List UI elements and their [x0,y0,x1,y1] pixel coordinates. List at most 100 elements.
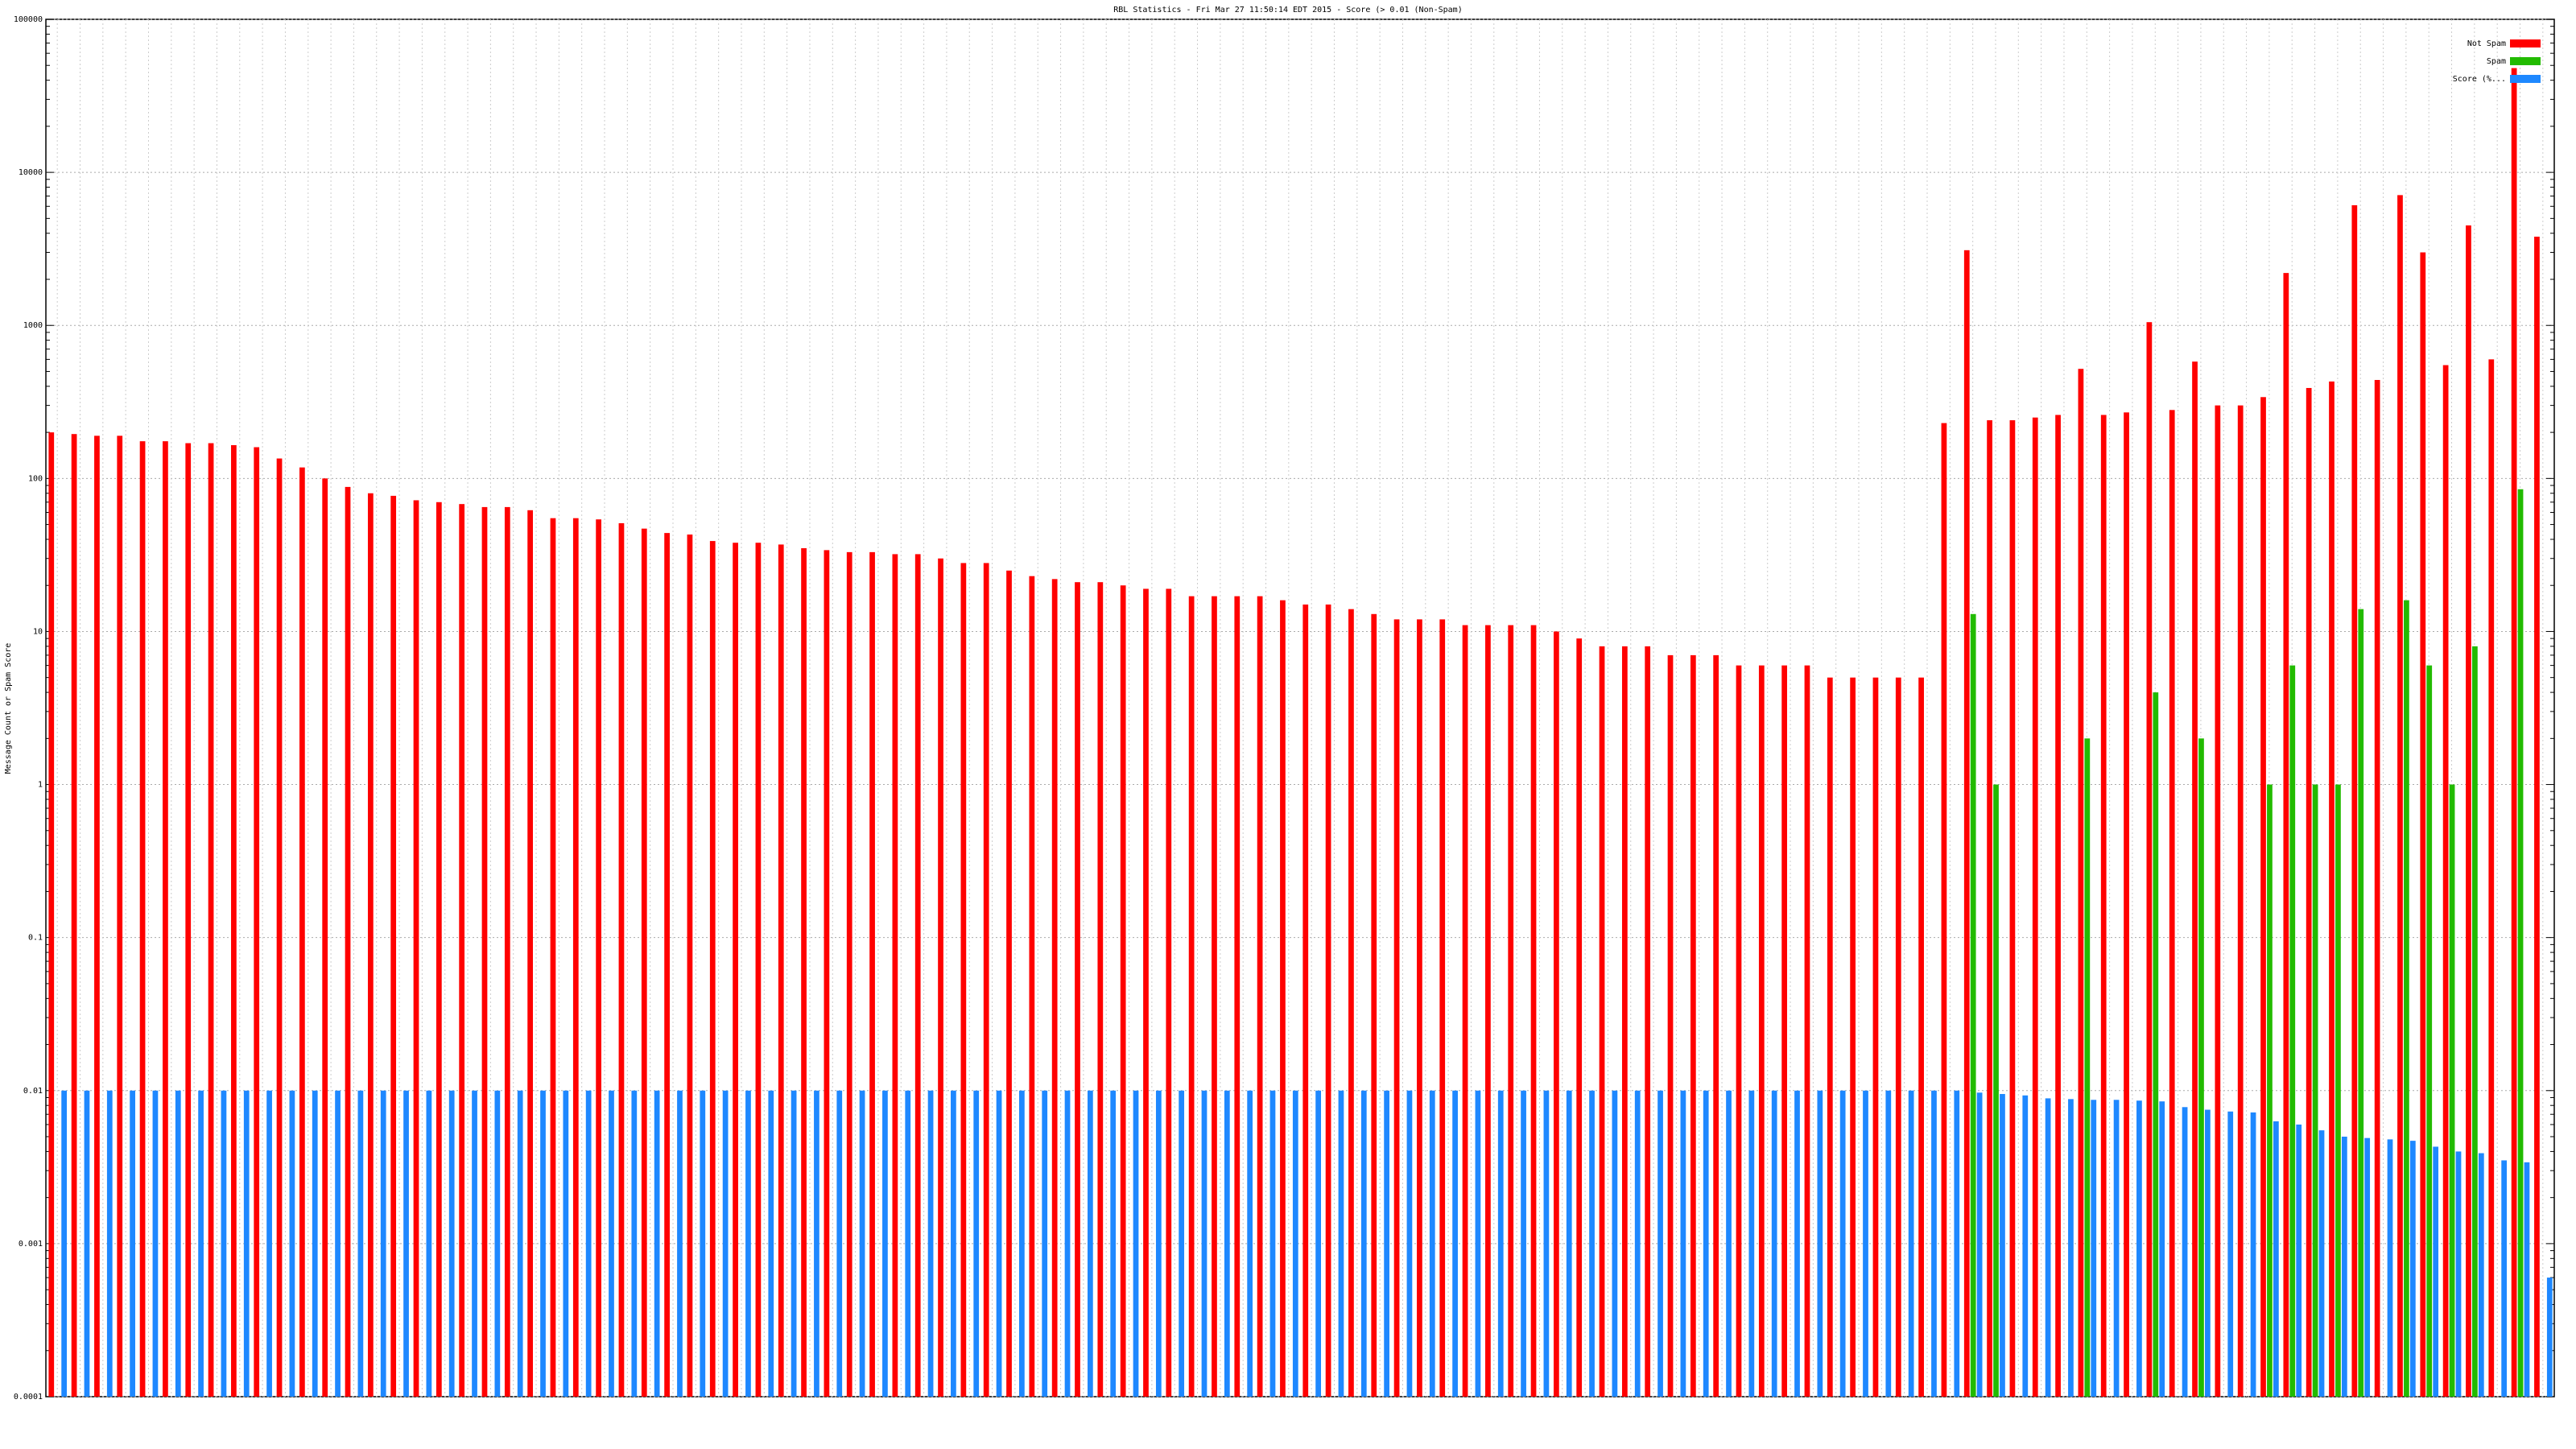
bar [2169,410,2175,1397]
bar [1758,665,1765,1397]
bar [1621,646,1628,1397]
bar [709,541,716,1397]
bar [914,554,921,1397]
bar [2455,1151,2462,1397]
bar [1941,423,1947,1397]
bar [117,436,123,1397]
bar [94,436,100,1397]
bar [163,441,168,1397]
legend-label: Not Spam [2467,39,2506,48]
y-tick-label: 1 [38,781,43,790]
bar [2335,784,2341,1397]
bar [2466,225,2471,1397]
bar [2091,1100,2097,1397]
bar [1019,1090,1025,1397]
bar [266,1090,272,1397]
bar [1703,1090,1709,1397]
bar [1508,625,1514,1397]
bar [618,522,625,1397]
bar [2205,1109,2211,1397]
bar [755,543,762,1397]
bar [892,554,898,1397]
bar [1576,638,1583,1397]
bar [1155,1090,1162,1397]
bar [2341,1137,2347,1397]
bar [1280,600,1286,1397]
bar [814,1090,819,1397]
bar [367,493,374,1397]
bar [2501,1160,2508,1397]
bar [1839,1090,1846,1397]
bar [905,1090,911,1397]
bar [1371,613,1377,1397]
bar [2009,420,2016,1397]
legend-swatch [2510,75,2541,83]
bar [1987,420,1992,1397]
bar [1954,1090,1960,1397]
bar [2260,397,2266,1397]
bar [459,504,465,1397]
bar [1475,1090,1481,1397]
bar [1393,619,1400,1397]
bar [299,467,305,1397]
bar [641,528,647,1397]
bar [152,1090,159,1397]
bar [1087,1090,1093,1397]
bar [700,1090,706,1397]
bar [2488,359,2495,1397]
bar [791,1090,797,1397]
bar [951,1090,956,1397]
bar [2078,369,2084,1397]
bar [1075,582,1080,1397]
bar [413,500,419,1397]
bar [1188,596,1195,1397]
bar [1179,1090,1185,1397]
bar [1485,625,1491,1397]
bar [448,1090,455,1397]
bar [2364,1137,2371,1397]
bar [859,1090,865,1397]
bar [1817,1090,1823,1397]
bar [2227,1111,2234,1397]
bar [2283,273,2289,1397]
bar [1794,1090,1800,1397]
chart-title: RBL Statistics - Fri Mar 27 11:50:14 EDT… [1113,6,1462,14]
bar [1315,1090,1322,1397]
bar [983,563,989,1397]
bar [1976,1092,1983,1397]
bar [2159,1101,2165,1397]
bar [1224,1090,1230,1397]
bar [836,1090,843,1397]
bar [106,1090,113,1397]
bar [1690,654,1696,1397]
bar [2397,195,2403,1397]
bar [1051,579,1058,1397]
bar [1736,665,1742,1397]
bar [2198,738,2204,1397]
bar [1006,570,1012,1397]
bar [664,533,670,1397]
y-tick-label: 0.0001 [14,1393,43,1402]
bar [403,1090,409,1397]
bar [1212,596,1217,1397]
bar [2420,252,2426,1397]
bar [345,486,351,1397]
bar [1566,1090,1572,1397]
bar [1657,1090,1663,1397]
bar [572,518,579,1397]
bar [1257,596,1263,1397]
y-tick-label: 10 [33,627,43,636]
bar [2215,405,2221,1397]
bar [1543,1090,1550,1397]
bar [1406,1090,1413,1397]
bar [1452,1090,1458,1397]
bar [2409,1141,2416,1397]
bar [563,1090,569,1397]
bar [357,1090,364,1397]
bar [254,447,260,1397]
bar [1029,576,1035,1397]
bar [2318,1130,2325,1397]
bar [1042,1090,1048,1397]
